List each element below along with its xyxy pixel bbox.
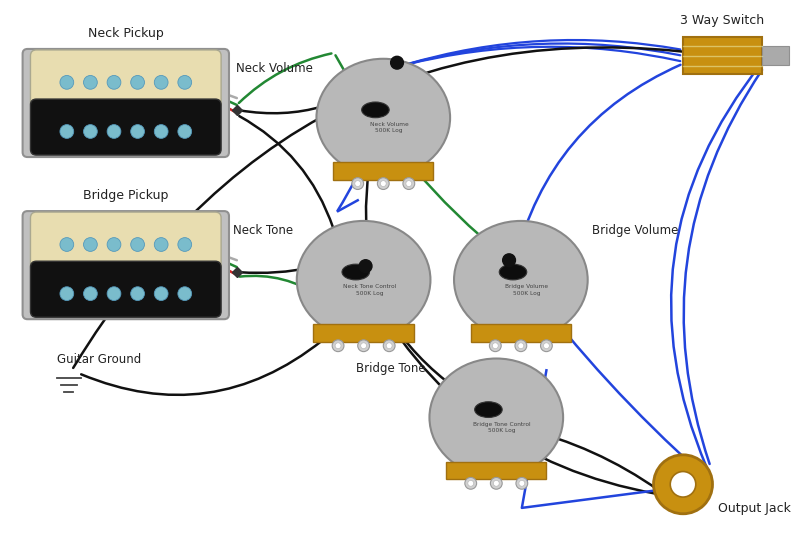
Circle shape xyxy=(403,178,415,189)
Circle shape xyxy=(178,237,192,252)
Circle shape xyxy=(386,343,392,348)
Circle shape xyxy=(361,343,366,348)
Bar xyxy=(313,324,414,342)
Circle shape xyxy=(493,343,498,348)
FancyBboxPatch shape xyxy=(23,211,229,319)
Ellipse shape xyxy=(342,264,369,280)
FancyBboxPatch shape xyxy=(31,212,221,271)
Circle shape xyxy=(178,287,192,300)
Circle shape xyxy=(671,472,696,497)
Text: Neck Pickup: Neck Pickup xyxy=(88,27,163,40)
Text: Guitar Ground: Guitar Ground xyxy=(57,353,141,366)
Circle shape xyxy=(60,125,74,138)
Text: Neck Volume: Neck Volume xyxy=(236,62,312,75)
Bar xyxy=(762,46,789,65)
Ellipse shape xyxy=(454,221,588,339)
Bar xyxy=(683,37,762,74)
Circle shape xyxy=(390,56,403,69)
Circle shape xyxy=(84,125,97,138)
Circle shape xyxy=(335,343,341,348)
Text: 3 Way Switch: 3 Way Switch xyxy=(680,14,765,27)
Text: Bridge Tone Control
500K Log: Bridge Tone Control 500K Log xyxy=(473,422,531,433)
Circle shape xyxy=(107,125,121,138)
Circle shape xyxy=(155,287,168,300)
Circle shape xyxy=(107,237,121,252)
Circle shape xyxy=(359,260,372,272)
Ellipse shape xyxy=(316,59,450,177)
Text: Neck Volume
500K Log: Neck Volume 500K Log xyxy=(369,122,409,133)
Circle shape xyxy=(107,287,121,300)
Circle shape xyxy=(60,287,74,300)
Bar xyxy=(333,162,433,179)
Circle shape xyxy=(489,340,502,352)
Ellipse shape xyxy=(361,102,389,118)
Circle shape xyxy=(357,340,369,352)
Circle shape xyxy=(84,287,97,300)
Text: Neck Tone: Neck Tone xyxy=(233,224,293,237)
Circle shape xyxy=(515,340,526,352)
Circle shape xyxy=(60,75,74,89)
Text: Bridge Volume
500K Log: Bridge Volume 500K Log xyxy=(506,284,548,295)
FancyBboxPatch shape xyxy=(31,261,221,317)
Circle shape xyxy=(130,287,144,300)
Circle shape xyxy=(130,75,144,89)
Circle shape xyxy=(543,343,549,348)
FancyBboxPatch shape xyxy=(31,50,221,109)
Circle shape xyxy=(84,75,97,89)
Ellipse shape xyxy=(475,401,502,417)
Circle shape xyxy=(380,181,386,187)
Text: Bridge Pickup: Bridge Pickup xyxy=(83,189,168,202)
Text: Neck Tone Control
500K Log: Neck Tone Control 500K Log xyxy=(343,284,396,295)
Circle shape xyxy=(130,237,144,252)
Ellipse shape xyxy=(499,264,526,280)
Circle shape xyxy=(178,75,192,89)
Ellipse shape xyxy=(429,358,564,476)
Text: Bridge Volume: Bridge Volume xyxy=(592,224,678,237)
Circle shape xyxy=(518,343,524,348)
Circle shape xyxy=(540,340,552,352)
FancyBboxPatch shape xyxy=(31,99,221,155)
Bar xyxy=(446,462,547,479)
Circle shape xyxy=(490,478,502,489)
Circle shape xyxy=(84,237,97,252)
Ellipse shape xyxy=(297,221,431,339)
FancyBboxPatch shape xyxy=(23,49,229,157)
Circle shape xyxy=(130,125,144,138)
Circle shape xyxy=(178,125,192,138)
Bar xyxy=(471,324,571,342)
Circle shape xyxy=(155,75,168,89)
Circle shape xyxy=(155,237,168,252)
Circle shape xyxy=(378,178,389,189)
Circle shape xyxy=(464,478,477,489)
Circle shape xyxy=(383,340,395,352)
Circle shape xyxy=(60,237,74,252)
Circle shape xyxy=(519,480,525,486)
Circle shape xyxy=(468,480,473,486)
Circle shape xyxy=(654,455,712,514)
Circle shape xyxy=(493,480,499,486)
Circle shape xyxy=(516,478,528,489)
Circle shape xyxy=(107,75,121,89)
Circle shape xyxy=(352,178,364,189)
Text: Bridge Tone: Bridge Tone xyxy=(356,362,426,375)
Circle shape xyxy=(502,254,515,266)
Circle shape xyxy=(406,181,412,187)
Circle shape xyxy=(332,340,344,352)
Circle shape xyxy=(355,181,361,187)
Text: Output Jack: Output Jack xyxy=(718,502,791,515)
Circle shape xyxy=(155,125,168,138)
